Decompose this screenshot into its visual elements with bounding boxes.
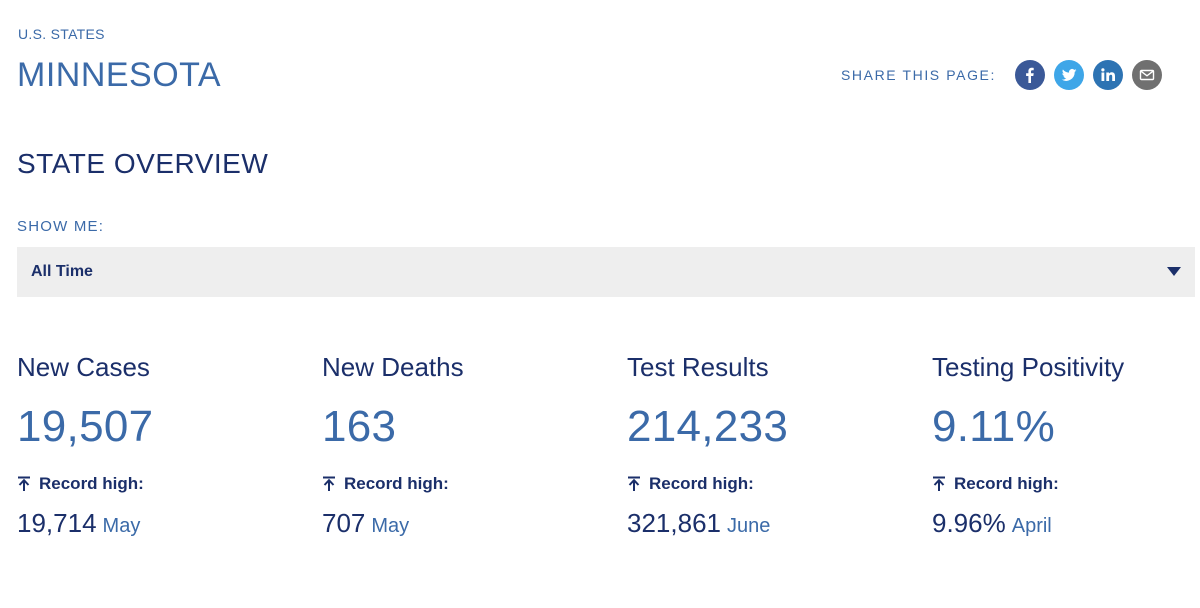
stat-value: 163 (322, 402, 397, 451)
record-high-month: April (1011, 515, 1052, 537)
record-high-label: Record high: (954, 474, 1059, 493)
twitter-icon (1061, 68, 1077, 81)
facebook-share-button[interactable] (1015, 60, 1045, 90)
record-high-month: May (371, 515, 410, 537)
stat-label: New Deaths (322, 352, 464, 382)
arrow-up-bar-icon (323, 476, 335, 491)
record-high-value: 321,861 (627, 508, 721, 538)
section-title: STATE OVERVIEW (17, 148, 269, 179)
twitter-share-button[interactable] (1054, 60, 1084, 90)
linkedin-icon (1101, 68, 1115, 81)
record-high-value-row: 321,861 June (627, 508, 917, 539)
arrow-up-bar-icon (933, 476, 945, 491)
record-high-month: June (726, 515, 771, 537)
record-high-value-row: 9.96% April (932, 508, 1200, 539)
arrow-up-bar-icon (628, 476, 640, 491)
stat-label: Test Results (627, 352, 769, 382)
stat-test-results: Test Results 214,233 Record high: 321,86… (627, 352, 917, 539)
record-high-month: May (102, 515, 141, 537)
chevron-down-icon (1167, 267, 1181, 276)
stat-testing-positivity: Testing Positivity 9.11% Record high: 9.… (932, 352, 1200, 539)
time-range-select[interactable]: All Time (17, 247, 1195, 297)
record-high-row: Record high: (932, 474, 1200, 494)
stat-label: New Cases (17, 352, 150, 382)
linkedin-share-button[interactable] (1093, 60, 1123, 90)
record-high-row: Record high: (627, 474, 917, 494)
record-high-label: Record high: (344, 474, 449, 493)
stat-value: 9.11% (932, 402, 1055, 451)
share-label: SHARE THIS PAGE: (840, 67, 996, 83)
stat-value: 214,233 (627, 402, 789, 451)
stat-label: Testing Positivity (932, 352, 1125, 382)
record-high-label: Record high: (39, 474, 144, 493)
facebook-icon (1026, 67, 1034, 83)
share-bar: SHARE THIS PAGE: (841, 60, 1162, 90)
stat-new-cases: New Cases 19,507 Record high: 19,714 May (17, 352, 307, 539)
show-me-label: SHOW ME: (17, 218, 105, 235)
breadcrumb[interactable]: U.S. STATES (18, 26, 105, 42)
record-high-label: Record high: (649, 474, 754, 493)
record-high-row: Record high: (322, 474, 612, 494)
stat-value: 19,507 (17, 402, 154, 451)
email-icon (1139, 69, 1155, 81)
record-high-value-row: 19,714 May (17, 508, 307, 539)
time-range-value: All Time (31, 263, 93, 280)
record-high-value: 707 (322, 508, 366, 538)
page-title: MINNESOTA (17, 56, 222, 94)
record-high-value-row: 707 May (322, 508, 612, 539)
record-high-value: 19,714 (17, 508, 97, 538)
record-high-value: 9.96% (932, 508, 1006, 538)
arrow-up-bar-icon (18, 476, 30, 491)
record-high-row: Record high: (17, 474, 307, 494)
stat-new-deaths: New Deaths 163 Record high: 707 May (322, 352, 612, 539)
email-share-button[interactable] (1132, 60, 1162, 90)
